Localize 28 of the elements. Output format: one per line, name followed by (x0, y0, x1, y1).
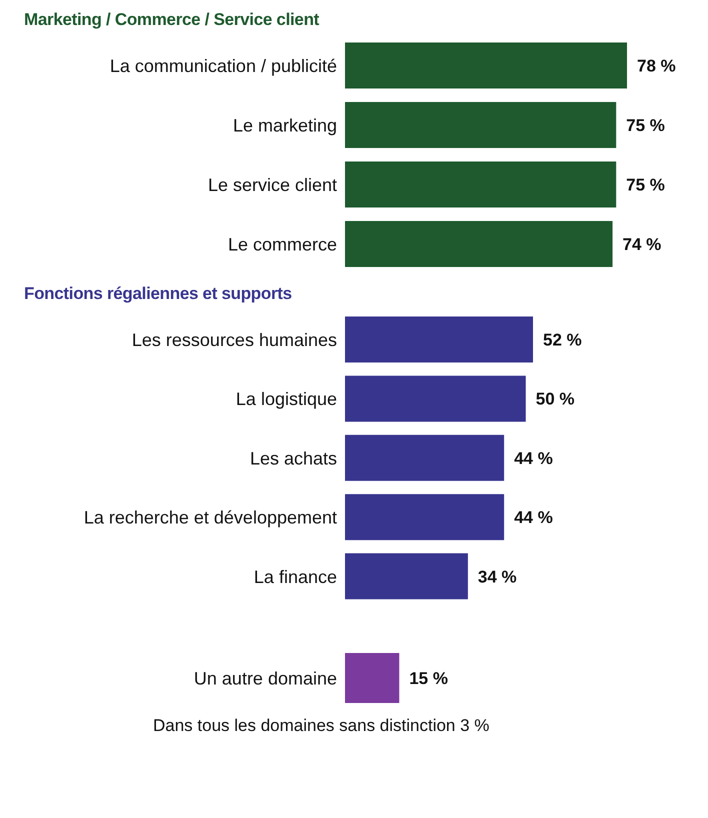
bar (345, 434, 504, 481)
bar (345, 376, 526, 422)
data-label: 75 % (626, 116, 665, 136)
y-tick-label: La logistique (236, 389, 337, 410)
bar (345, 553, 468, 600)
bar (345, 494, 504, 540)
y-tick-label: Le service client (208, 175, 337, 196)
data-label: 78 % (637, 56, 676, 76)
y-tick-label: Les ressources humaines (132, 330, 337, 350)
y-tick-label: La communication / publicité (110, 56, 337, 76)
y-tick-label: Les achats (250, 448, 337, 468)
bar (345, 316, 533, 363)
data-label: 50 % (536, 390, 575, 409)
annotation: Dans tous les domaines sans distinction 3 % (153, 716, 490, 736)
y-tick-label: La finance (254, 566, 337, 587)
y-tick-label: Le commerce (228, 234, 337, 255)
text: Fonctions régaliennes et supports (24, 284, 293, 304)
text: Marketing / Commerce / Service client (24, 10, 320, 30)
y-tick-label: Le marketing (232, 116, 337, 136)
data-label: 15 % (409, 669, 448, 688)
data-label: 74 % (622, 235, 662, 254)
data-label: 52 % (543, 330, 582, 350)
data-label: 75 % (626, 176, 665, 195)
data-label: 44 % (514, 448, 553, 468)
y-tick-label: La recherche et développement (84, 508, 337, 528)
data-label: 34 % (478, 567, 517, 586)
data-label: 44 % (514, 508, 553, 528)
y-tick-label: Un autre domaine (194, 668, 337, 688)
